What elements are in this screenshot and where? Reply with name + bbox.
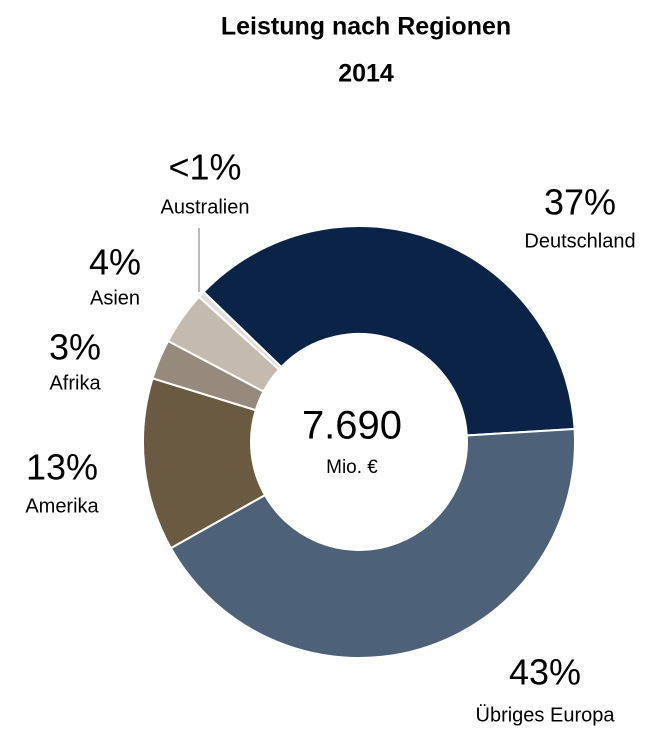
center-label: 7.690 xyxy=(302,404,402,448)
category-label: Amerika xyxy=(25,495,99,517)
value-label: 3% xyxy=(49,327,101,368)
value-label: 13% xyxy=(26,447,98,488)
chart-subtitle: 2014 xyxy=(338,60,394,88)
center-sublabel: Mio. € xyxy=(326,457,378,478)
donut-slice xyxy=(197,290,283,371)
value-label: 43% xyxy=(509,652,581,693)
donut-slice xyxy=(202,225,576,437)
category-label: Afrika xyxy=(49,372,101,394)
value-label: <1% xyxy=(168,147,241,188)
category-label: Asien xyxy=(90,287,140,309)
donut-slice xyxy=(169,427,576,659)
chart-title: Leistung nach Regionen xyxy=(221,13,511,41)
value-label: 4% xyxy=(89,242,141,283)
category-label: Australien xyxy=(161,196,250,218)
value-label: 37% xyxy=(544,182,616,223)
category-label: Übriges Europa xyxy=(476,704,616,726)
category-label: Deutschland xyxy=(524,230,635,252)
